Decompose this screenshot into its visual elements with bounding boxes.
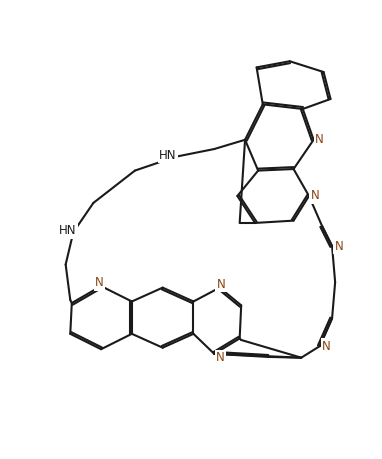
Text: N: N (311, 190, 319, 202)
Text: HN: HN (159, 149, 177, 162)
Text: N: N (316, 133, 324, 146)
Text: N: N (322, 340, 331, 353)
Text: N: N (335, 240, 343, 252)
Text: N: N (217, 278, 225, 291)
Text: N: N (216, 351, 225, 364)
Text: N: N (95, 276, 104, 290)
Text: HN: HN (59, 224, 77, 237)
